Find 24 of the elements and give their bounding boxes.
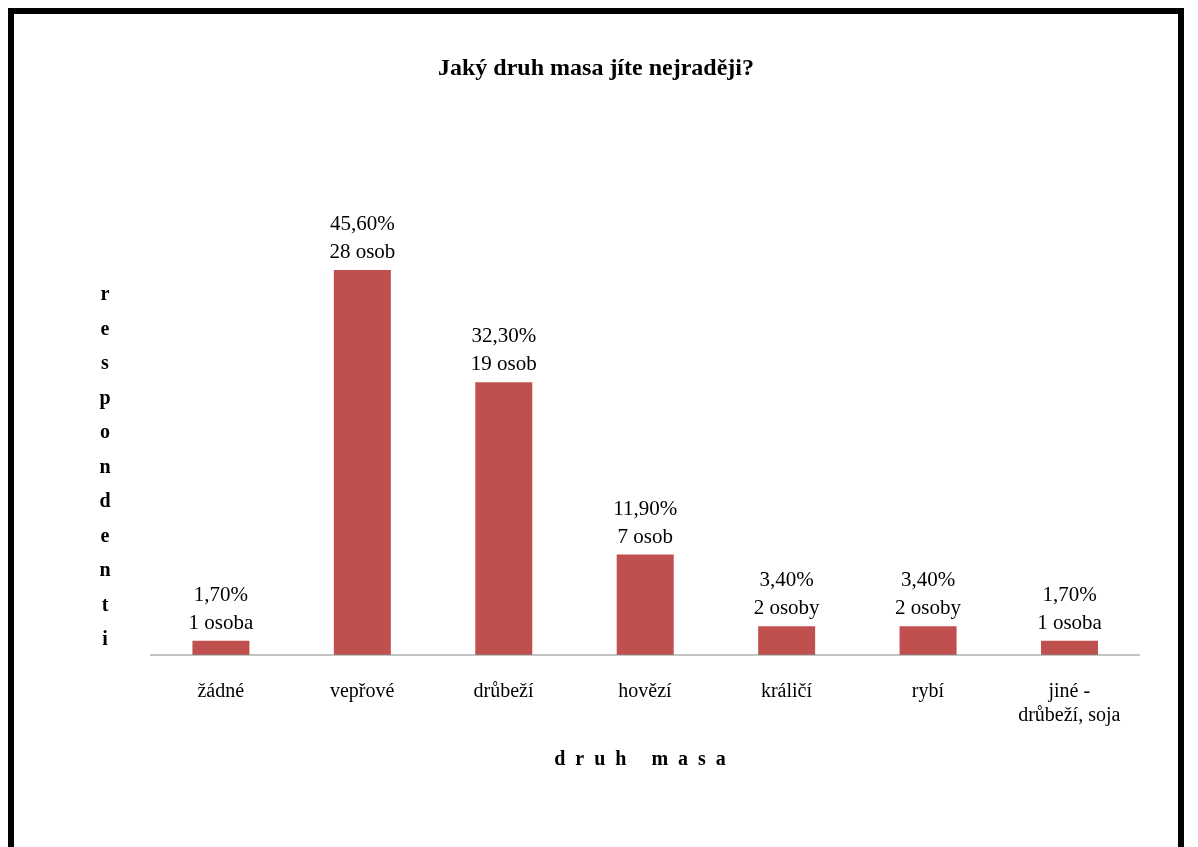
bar: [616, 554, 674, 655]
data-label: 3,40% 2 osoby: [753, 567, 821, 620]
data-label: 11,90% 7 osob: [613, 495, 678, 548]
x-tick-label: králičí: [760, 679, 813, 701]
bar: [475, 382, 533, 655]
data-label: 1,70% 1 osoba: [1037, 581, 1103, 634]
x-axis-title: druh masa: [553, 747, 737, 770]
x-tick-label: rybí: [911, 679, 945, 702]
data-label: 45,60% 28 osob: [329, 211, 396, 263]
bar: [333, 270, 391, 655]
text: respondenti: [99, 282, 111, 649]
data-label: 1,70% 1 osoba: [188, 581, 254, 634]
x-tick-label: drůbeží: [473, 679, 534, 701]
data-label: 32,30% 19 osob: [470, 323, 537, 376]
chart-title: Jaký druh masa jíte nejraději?: [437, 54, 755, 81]
bar: [758, 626, 816, 655]
x-tick-label: hovězí: [618, 679, 673, 701]
x-tick-label: žádné: [197, 679, 245, 701]
bar: [192, 640, 250, 655]
x-tick-label: jiné - drůbeží, soja: [1018, 679, 1121, 726]
bar: [899, 626, 957, 655]
data-label: 3,40% 2 osoby: [895, 567, 962, 620]
x-tick-label: vepřové: [329, 679, 395, 702]
bar: [1041, 640, 1098, 655]
